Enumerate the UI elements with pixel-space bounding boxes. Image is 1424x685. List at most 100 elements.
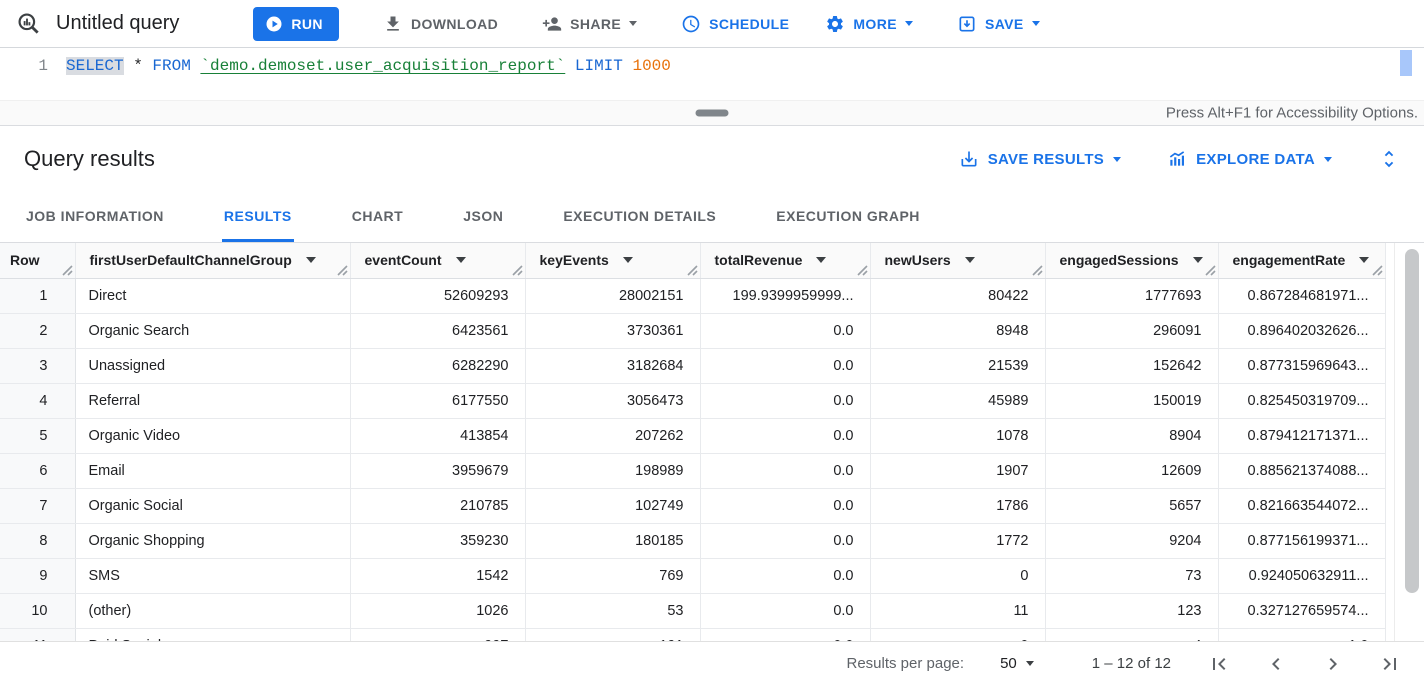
pagination-bar: Results per page: 50 1 – 12 of 12 xyxy=(0,641,1424,685)
column-header-newUsers[interactable]: newUsers xyxy=(870,243,1046,279)
table-row: 8 Organic Shopping 359230 180185 0.0 177… xyxy=(0,523,1386,559)
cell-keyEvents: 207262 xyxy=(525,418,701,454)
column-resize-grip[interactable] xyxy=(1371,264,1383,276)
column-menu-caret[interactable] xyxy=(305,257,316,264)
cell-eventCount: 6423561 xyxy=(350,313,526,349)
column-menu-caret[interactable] xyxy=(1359,257,1370,264)
cell-engagedSessions: 150019 xyxy=(1045,383,1219,419)
cell-engagedSessions: 9204 xyxy=(1045,523,1219,559)
download-button[interactable]: DOWNLOAD xyxy=(371,6,510,42)
cell-row-number: 2 xyxy=(0,313,76,349)
cell-eventCount: 359230 xyxy=(350,523,526,559)
person-add-icon xyxy=(542,14,562,34)
cell-keyEvents: 198989 xyxy=(525,453,701,489)
cell-row-number: 9 xyxy=(0,558,76,594)
cell-row-number: 3 xyxy=(0,348,76,384)
table-scrollbar-thumb[interactable] xyxy=(1405,249,1419,593)
run-button[interactable]: RUN xyxy=(253,6,339,41)
column-resize-grip[interactable] xyxy=(856,264,868,276)
tab-json[interactable]: JSON xyxy=(463,207,504,224)
sql-keyword-select: SELECT xyxy=(66,57,124,75)
tab-execution-details[interactable]: EXECUTION DETAILS xyxy=(563,207,717,224)
cell-totalRevenue: 0.0 xyxy=(700,348,871,384)
sql-editor[interactable]: 1 SELECT * FROM `demo.demoset.user_acquisit… xyxy=(0,48,1424,100)
cell-firstUserDefaultChannelGroup: Organic Search xyxy=(75,313,351,349)
more-button[interactable]: MORE xyxy=(813,6,925,42)
column-resize-grip[interactable] xyxy=(61,264,73,276)
column-header-firstUserDefaultChannelGroup[interactable]: firstUserDefaultChannelGroup xyxy=(75,243,351,279)
cell-eventCount: 210785 xyxy=(350,488,526,524)
expand-panel-button[interactable] xyxy=(1378,148,1400,170)
column-menu-caret[interactable] xyxy=(1192,257,1203,264)
cell-firstUserDefaultChannelGroup: Organic Video xyxy=(75,418,351,454)
cell-engagedSessions: 12609 xyxy=(1045,453,1219,489)
cell-totalRevenue: 0.0 xyxy=(700,523,871,559)
cell-engagementRate: 0.821663544072... xyxy=(1218,488,1386,524)
results-title: Query results xyxy=(24,146,155,171)
cell-newUsers: 11 xyxy=(870,593,1046,629)
cell-newUsers: 45989 xyxy=(870,383,1046,419)
column-header-eventCount[interactable]: eventCount xyxy=(350,243,526,279)
cell-eventCount: 1026 xyxy=(350,593,526,629)
results-table-header: Row firstUserDefaultChannelGroup eventCo… xyxy=(0,243,1386,279)
tab-results[interactable]: RESULTS xyxy=(221,192,294,242)
cell-engagementRate: 0.877156199371... xyxy=(1218,523,1386,559)
table-row: 9 SMS 1542 769 0.0 0 73 0.924050632911..… xyxy=(0,558,1386,594)
cell-engagedSessions: 1777693 xyxy=(1045,278,1219,314)
column-resize-grip[interactable] xyxy=(511,264,523,276)
sql-table-reference[interactable]: `demo.demoset.user_acquisition_report` xyxy=(200,57,566,75)
page-size-select[interactable]: 50 xyxy=(1000,655,1034,672)
column-resize-grip[interactable] xyxy=(1204,264,1216,276)
results-table: Row firstUserDefaultChannelGroup eventCo… xyxy=(0,243,1386,641)
cell-row-number: 10 xyxy=(0,593,76,629)
column-menu-caret[interactable] xyxy=(455,257,466,264)
query-results-header: Query results SAVE RESULTS EXPLORE DATA xyxy=(0,126,1424,192)
save-results-button[interactable]: SAVE RESULTS xyxy=(949,141,1131,177)
table-scrollbar-track[interactable] xyxy=(1394,243,1424,641)
next-page-button[interactable] xyxy=(1321,652,1345,676)
chevron-down-icon xyxy=(1031,21,1040,26)
sql-code-line[interactable]: SELECT * FROM `demo.demoset.user_acquisitio… xyxy=(66,57,680,100)
column-menu-caret[interactable] xyxy=(816,257,827,264)
query-magnifier-icon xyxy=(16,11,42,37)
cell-newUsers: 21539 xyxy=(870,348,1046,384)
cell-keyEvents: 3730361 xyxy=(525,313,701,349)
column-header-keyEvents[interactable]: keyEvents xyxy=(525,243,701,279)
column-resize-grip[interactable] xyxy=(1031,264,1043,276)
tab-job-information[interactable]: JOB INFORMATION xyxy=(26,207,164,224)
cell-row-number: 7 xyxy=(0,488,76,524)
cell-engagementRate: 0.877315969643... xyxy=(1218,348,1386,384)
tab-chart[interactable]: CHART xyxy=(351,207,404,224)
cell-firstUserDefaultChannelGroup: Organic Social xyxy=(75,488,351,524)
cell-row-number: 1 xyxy=(0,278,76,314)
cell-totalRevenue: 0.0 xyxy=(700,383,871,419)
column-menu-caret[interactable] xyxy=(964,257,975,264)
explore-data-button[interactable]: EXPLORE DATA xyxy=(1157,141,1342,177)
column-header-totalRevenue[interactable]: totalRevenue xyxy=(700,243,871,279)
last-page-button[interactable] xyxy=(1378,652,1402,676)
share-button[interactable]: SHARE xyxy=(530,6,649,42)
column-menu-caret[interactable] xyxy=(622,257,633,264)
cell-keyEvents: 191 xyxy=(525,628,701,641)
column-header-engagedSessions[interactable]: engagedSessions xyxy=(1045,243,1219,279)
save-button[interactable]: SAVE xyxy=(945,6,1052,42)
schedule-button[interactable]: SCHEDULE xyxy=(669,6,801,42)
panel-splitter: Press Alt+F1 for Accessibility Options. xyxy=(0,100,1424,126)
cell-totalRevenue: 199.9399959999... xyxy=(700,278,871,314)
editor-scrollbar-thumb[interactable] xyxy=(1400,50,1412,76)
table-row: 5 Organic Video 413854 207262 0.0 1078 8… xyxy=(0,418,1386,454)
tab-execution-graph[interactable]: EXECUTION GRAPH xyxy=(776,207,920,224)
cell-engagedSessions: 73 xyxy=(1045,558,1219,594)
cell-eventCount: 6177550 xyxy=(350,383,526,419)
previous-page-button[interactable] xyxy=(1264,652,1288,676)
cell-firstUserDefaultChannelGroup: Organic Shopping xyxy=(75,523,351,559)
column-resize-grip[interactable] xyxy=(336,264,348,276)
cell-engagedSessions: 8904 xyxy=(1045,418,1219,454)
column-resize-grip[interactable] xyxy=(686,264,698,276)
page-title: Untitled query xyxy=(56,12,180,34)
splitter-drag-handle[interactable] xyxy=(695,109,729,117)
chevron-down-icon xyxy=(629,21,638,26)
cell-engagedSessions: 296091 xyxy=(1045,313,1219,349)
first-page-button[interactable] xyxy=(1207,652,1231,676)
column-header-engagementRate[interactable]: engagementRate xyxy=(1218,243,1386,279)
